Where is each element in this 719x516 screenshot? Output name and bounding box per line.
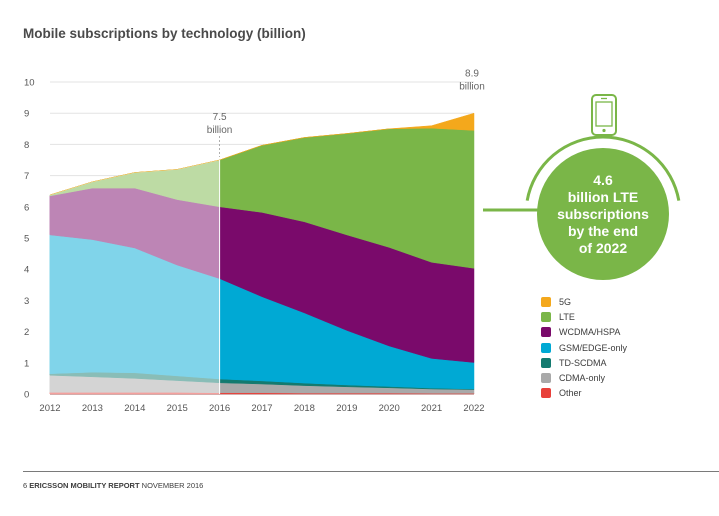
x-tick-label: 2016 — [209, 403, 230, 414]
legend-label: 5G — [559, 296, 572, 307]
legend-item-other: Other — [541, 386, 627, 401]
annotation-label: 7.5 — [213, 112, 227, 123]
y-tick-label: 4 — [24, 265, 29, 276]
legend-swatch — [541, 311, 551, 322]
y-tick-label: 9 — [24, 109, 29, 120]
legend-item-lte: LTE — [541, 309, 627, 324]
x-tick-label: 2015 — [167, 403, 188, 414]
x-tick-label: 2018 — [294, 403, 315, 414]
legend-swatch — [541, 373, 551, 384]
x-tick-label: 2022 — [463, 403, 484, 414]
x-tick-label: 2020 — [379, 403, 400, 414]
legend-item-5g: 5G — [541, 294, 627, 309]
y-tick-label: 8 — [24, 140, 29, 151]
history-overlay — [50, 160, 221, 394]
lte-callout-bubble: 4.6 billion LTE subscriptions by the end of … — [537, 148, 669, 280]
annotation-label: 8.9 — [465, 68, 479, 79]
callout-line: 4.6 — [593, 171, 613, 188]
callout-ring — [525, 135, 681, 201]
legend-swatch — [541, 388, 551, 399]
legend-swatch — [541, 327, 551, 338]
x-tick-label: 2019 — [336, 403, 357, 414]
legend-label: GSM/EDGE-only — [559, 342, 628, 353]
report-date: NOVEMBER 2016 — [141, 481, 204, 490]
legend-label: TD-SCDMA — [559, 357, 607, 368]
callout-line: by the end — [567, 222, 638, 239]
y-tick-label: 6 — [24, 202, 29, 213]
legend-label: CDMA-only — [559, 373, 606, 384]
callout-line: of 2022 — [578, 239, 628, 256]
legend-swatch — [541, 357, 551, 368]
legend-item-td-scdma: TD-SCDMA — [541, 355, 627, 370]
y-tick-label: 2 — [24, 327, 29, 338]
y-tick-label: 5 — [24, 234, 29, 245]
legend-item-cdma-only: CDMA-only — [541, 370, 627, 385]
y-tick-label: 7 — [24, 171, 29, 182]
legend-label: LTE — [559, 311, 575, 322]
smartphone-icon — [591, 94, 617, 136]
legend-item-wcdma-hspa: WCDMA/HSPA — [541, 325, 627, 340]
page-number: 6 — [23, 481, 28, 490]
annotation-label: billion — [459, 81, 485, 92]
callout-line: subscriptions — [557, 205, 649, 222]
x-tick-label: 2012 — [39, 403, 60, 414]
x-tick-label: 2021 — [421, 403, 442, 414]
history-tint — [50, 160, 220, 394]
x-axis: 2012 2013 2014 2015 2016 2017 2018 2019 2020 2021… — [39, 403, 484, 414]
chart-title: Mobile subscriptions by technology (bill… — [23, 26, 306, 41]
x-tick-label: 2013 — [82, 403, 103, 414]
callout-line: billion LTE — [567, 188, 639, 205]
legend-label: WCDMA/HSPA — [559, 327, 621, 338]
page-footer: 6 ERICSSON MOBILITY REPORT NOVEMBER 2016 — [23, 481, 203, 490]
y-tick-label: 1 — [24, 358, 29, 369]
legend-swatch — [541, 296, 551, 307]
x-tick-label: 2014 — [124, 403, 145, 414]
area-5g — [49, 112, 475, 196]
x-tick-label: 2017 — [251, 403, 272, 414]
y-tick-label: 10 — [24, 78, 35, 89]
footer-divider — [23, 471, 719, 472]
callout-art — [483, 94, 681, 212]
legend-item-gsm-edge-only: GSM/EDGE-only — [541, 340, 627, 355]
y-tick-label: 0 — [24, 390, 29, 401]
annotations: 7.5 billion 8.9 billion — [207, 68, 485, 157]
report-brand: ERICSSON MOBILITY REPORT — [29, 481, 140, 490]
y-tick-label: 3 — [24, 296, 29, 307]
annotation-label: billion — [207, 125, 233, 136]
legend-label: Other — [559, 388, 582, 399]
legend-swatch — [541, 342, 551, 353]
legend: 5G LTE WCDMA/HSPA GSM/EDGE-only TD-SCDMA CDMA… — [541, 294, 627, 401]
y-axis: 0 1 2 3 4 5 6 7 8 9 10 — [24, 78, 35, 401]
